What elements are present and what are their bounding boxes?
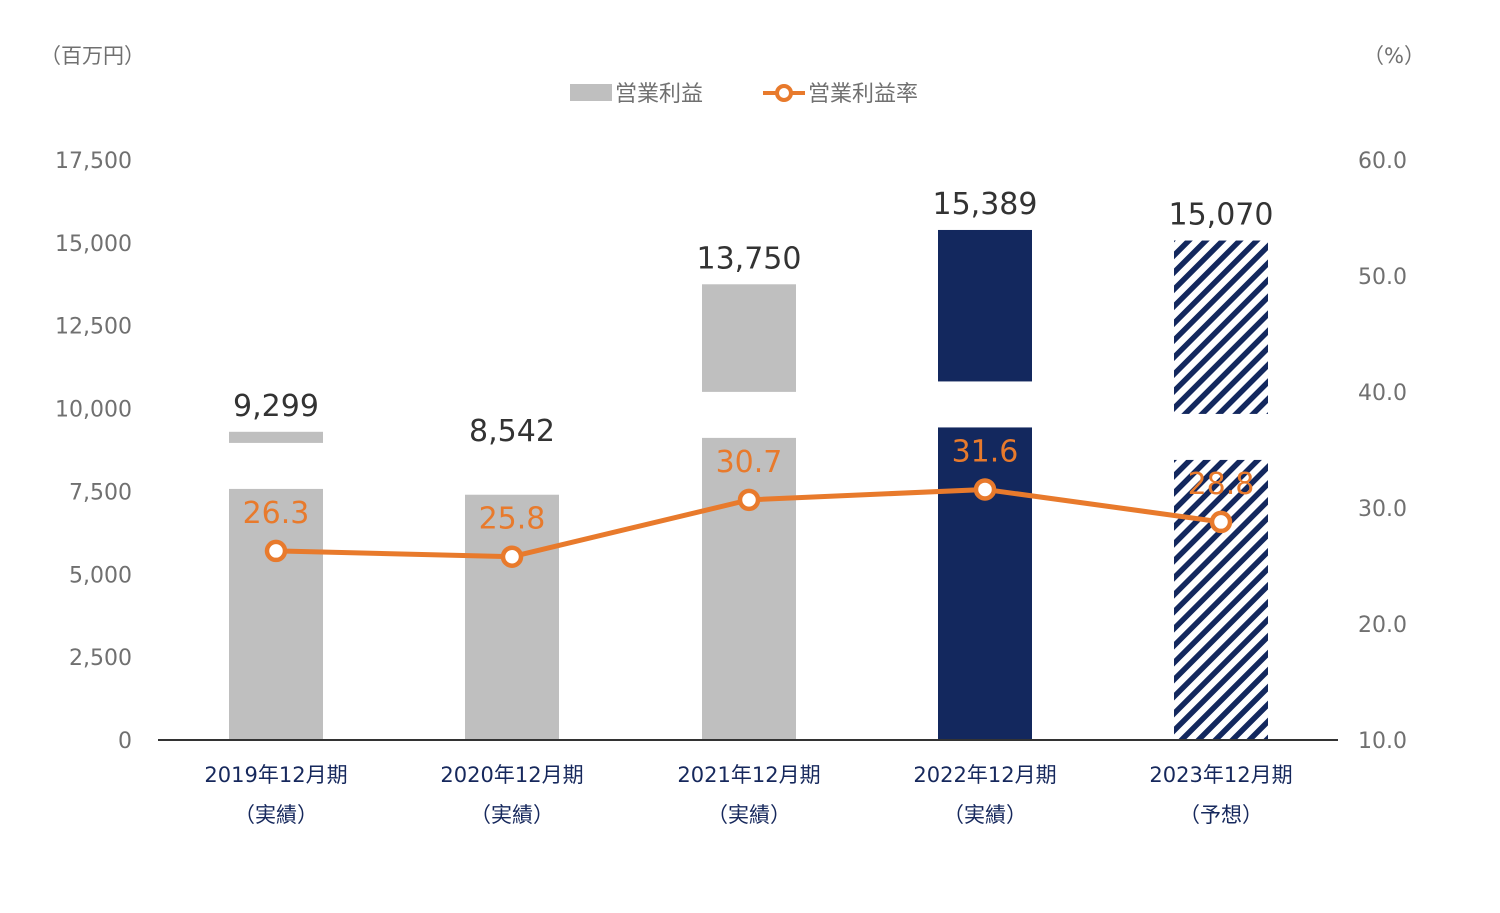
x-category-sublabel: （実績） [234,803,318,827]
right-tick-label: 50.0 [1358,265,1407,290]
legend-bar-label: 営業利益 [615,82,703,107]
bars [229,229,1268,740]
ratio-value-label: 25.8 [479,502,546,537]
right-tick-label: 10.0 [1358,729,1407,754]
ratio-label-background [935,381,1035,428]
ratio-point [264,539,288,563]
x-category-label: 2022年12月期 [913,763,1056,787]
bar [465,456,559,740]
bar-value-label: 13,750 [697,241,802,276]
left-axis-unit: （百万円） [40,44,145,68]
bar-value-label: 9,299 [233,389,319,424]
right-tick-label: 40.0 [1358,381,1407,406]
ratio-point [737,488,761,512]
right-tick-label: 30.0 [1358,497,1407,522]
x-category-sublabel: （実績） [470,803,554,827]
left-tick-label: 2,500 [69,646,132,671]
ratio-line: 26.3 25.8 30.7 31.6 28.8 [226,381,1271,568]
legend-line-marker [775,84,793,102]
ratio-value-label: 26.3 [243,496,310,531]
bar [1174,240,1268,740]
x-category-label: 2019年12月期 [204,763,347,787]
ratio-point [973,478,997,501]
ratio-label-background [1171,413,1271,460]
x-category-label: 2021年12月期 [677,763,820,787]
right-axis-unit: （%） [1363,44,1425,68]
x-category-sublabel: （実績） [707,803,791,827]
right-tick-label: 60.0 [1358,149,1407,174]
left-axis-ticks: 0 2,500 5,000 7,500 10,000 12,500 15,000 17,500 [55,149,132,754]
ratio-value-label: 28.8 [1188,467,1255,502]
left-tick-label: 12,500 [55,315,132,340]
left-tick-label: 7,500 [69,480,132,505]
left-tick-label: 5,000 [69,563,132,588]
ratio-point [1209,510,1233,534]
legend: 営業利益 営業利益率 [570,82,918,107]
bar-value-labels: 9,299 8,542 13,750 15,389 15,070 [233,187,1273,449]
legend-line-label: 営業利益率 [808,82,918,107]
x-axis-categories: 2019年12月期 （実績） 2020年12月期 （実績） 2021年12月期 （実績） 2… [204,763,1292,827]
right-axis-ticks: 10.0 20.0 30.0 40.0 50.0 60.0 [1358,149,1407,754]
bar [702,284,796,740]
ratio-point [500,545,524,568]
ratio-label-background [699,391,799,438]
bar-value-label: 15,389 [933,187,1038,222]
left-tick-label: 10,000 [55,398,132,423]
ratio-value-label: 30.7 [716,445,783,480]
x-category-sublabel: （予想） [1179,803,1263,827]
right-tick-label: 20.0 [1358,613,1407,638]
ratio-value-label: 31.6 [952,434,1019,469]
bar-value-label: 15,070 [1169,198,1274,233]
ratio-label-background [226,442,326,489]
x-category-sublabel: （実績） [943,803,1027,827]
left-tick-label: 0 [118,729,132,754]
ratio-label-background [462,448,562,495]
legend-bar-swatch [570,84,612,101]
bar-value-label: 8,542 [469,414,555,449]
left-tick-label: 15,000 [55,232,132,257]
left-tick-label: 17,500 [55,149,132,174]
x-category-label: 2023年12月期 [1149,763,1292,787]
x-category-label: 2020年12月期 [440,763,583,787]
